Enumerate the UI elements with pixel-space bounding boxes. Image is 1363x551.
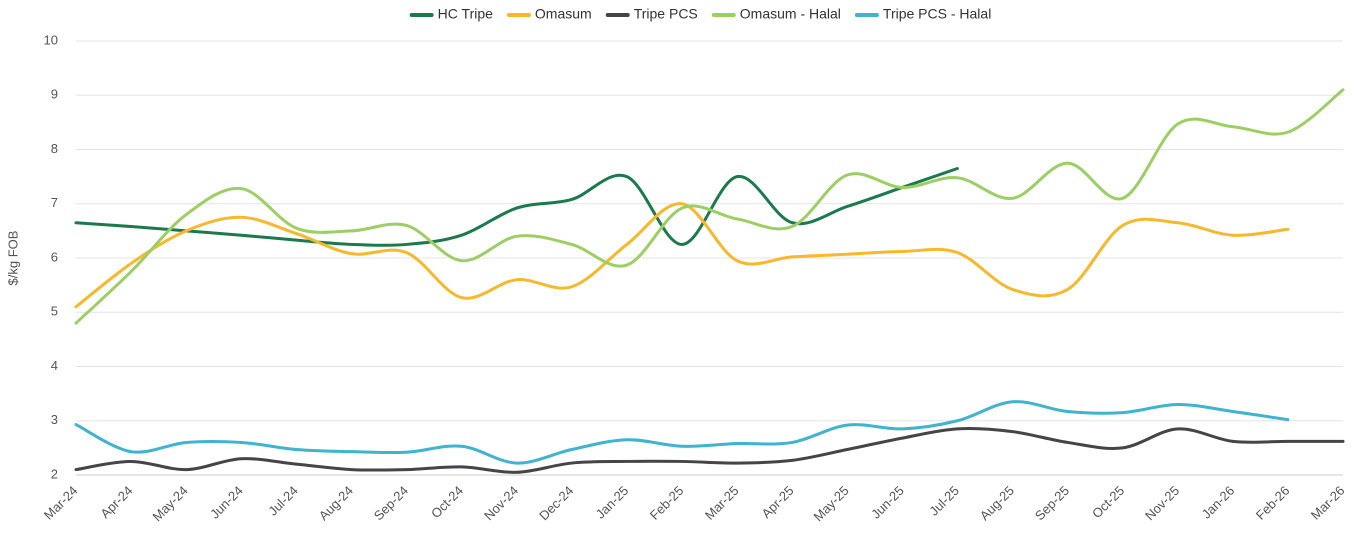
x-tick-label: Jan-25	[593, 483, 632, 522]
y-tick-label: 4	[51, 358, 58, 373]
x-tick-label: Oct-24	[428, 483, 466, 521]
y-tick-label: 6	[51, 249, 58, 264]
series-line	[74, 202, 1290, 309]
x-tick-label: Sep-25	[1032, 483, 1072, 523]
y-tick-label: 8	[51, 141, 58, 156]
x-tick-label: Jan-26	[1199, 483, 1238, 522]
legend-label: Tripe PCS	[634, 6, 698, 22]
legend: HC Tripe Omasum Tripe PCS Omasum - Halal Tri…	[409, 6, 991, 22]
x-tick-label: Dec-24	[536, 483, 576, 523]
legend-label: Omasum	[535, 6, 592, 22]
series-line	[74, 166, 959, 247]
x-tick-label: Jun-25	[868, 483, 907, 522]
x-tick-label: Nov-24	[481, 483, 521, 523]
x-tick-label: May-25	[811, 483, 852, 524]
x-tick-label: Jul-24	[265, 483, 301, 519]
y-tick-label: 3	[51, 412, 58, 427]
series-line	[74, 88, 1345, 325]
x-tick-label: Feb-26	[1253, 483, 1293, 523]
x-tick-label: Mar-26	[1308, 483, 1348, 523]
x-tick-label: Apr-25	[758, 483, 796, 521]
y-tick-label: 10	[44, 32, 58, 47]
y-tick-label: 7	[51, 195, 58, 210]
x-tick-label: Aug-24	[316, 483, 356, 523]
x-tick-label: Mar-24	[41, 483, 81, 523]
x-tick-label: Jun-24	[207, 483, 246, 522]
x-tick-label: Jul-25	[926, 483, 962, 519]
series-line	[74, 400, 1290, 465]
legend-label: HC Tripe	[438, 6, 493, 22]
x-tick-label: May-24	[149, 483, 190, 524]
x-tick-label: Sep-24	[371, 483, 411, 523]
y-tick-label: 9	[51, 87, 58, 102]
y-axis-label: $/kg FOB	[5, 231, 20, 286]
x-tick-label: Nov-25	[1142, 483, 1182, 523]
x-tick-label: Mar-25	[702, 483, 742, 523]
x-tick-label: Oct-25	[1089, 483, 1127, 521]
legend-label: Tripe PCS - Halal	[883, 6, 991, 22]
y-tick-label: 2	[51, 466, 58, 481]
x-tick-label: Apr-24	[97, 483, 135, 521]
series-line	[74, 427, 1345, 474]
y-tick-label: 5	[51, 304, 58, 319]
x-tick-label: Aug-25	[977, 483, 1017, 523]
legend-label: Omasum - Halal	[740, 6, 841, 22]
x-tick-label: Feb-25	[647, 483, 687, 523]
